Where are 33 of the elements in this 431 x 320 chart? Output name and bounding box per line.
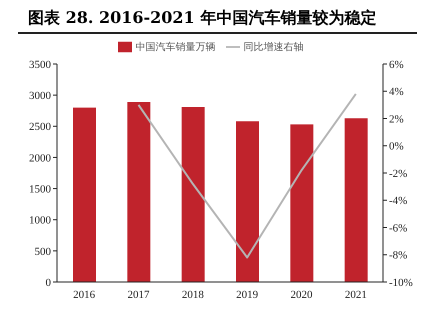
bar (344, 118, 368, 282)
legend-label: 同比增速右轴 (244, 42, 304, 53)
y2-tick-label: -10% (389, 276, 413, 289)
y2-tick-label: -8% (389, 250, 408, 262)
y-tick-label: 3500 (29, 58, 52, 71)
y-tick-label: 3000 (29, 90, 52, 102)
y-tick-label: 0 (46, 276, 52, 289)
y-tick-label: 1500 (29, 183, 52, 196)
y-tick-label: 1000 (29, 214, 52, 227)
x-tick-label: 2018 (182, 288, 204, 301)
legend-label: 中国汽车销量万辆 (136, 42, 216, 53)
x-tick-label: 2017 (128, 288, 150, 301)
x-tick-label: 2016 (73, 288, 96, 301)
x-tick-label: 2019 (236, 288, 259, 301)
y2-tick-label: -6% (389, 222, 408, 234)
chart-title: 图表 28. 2016-2021 年中国汽车销量较为稳定 (18, 8, 417, 34)
y-tick-label: 2000 (29, 152, 52, 164)
y2-tick-label: 6% (389, 58, 404, 71)
y2-tick-label: -4% (389, 195, 408, 208)
bar (290, 124, 314, 282)
bar (236, 121, 259, 282)
y2-tick-label: 2% (389, 113, 404, 126)
y2-tick-label: 0% (389, 140, 404, 153)
line-series (138, 92, 357, 258)
bar (182, 106, 205, 282)
x-tick-label: 2020 (290, 288, 313, 301)
bar (127, 102, 150, 282)
y-tick-label: 500 (34, 246, 52, 258)
x-tick-label: 2021 (344, 288, 367, 301)
y2-tick-label: -2% (389, 168, 408, 180)
y2-tick-label: 4% (389, 86, 404, 98)
y-tick-label: 2500 (29, 121, 52, 134)
bar (73, 108, 96, 282)
